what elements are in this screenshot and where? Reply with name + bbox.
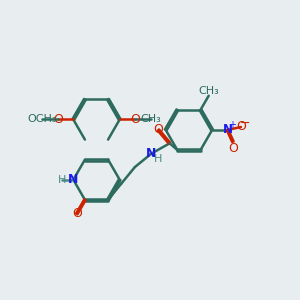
Text: H: H xyxy=(58,175,66,185)
Text: O: O xyxy=(236,121,246,134)
Text: O: O xyxy=(153,124,163,136)
Text: O: O xyxy=(72,208,82,220)
Text: N: N xyxy=(223,124,232,136)
Text: O: O xyxy=(53,113,63,126)
Text: OCH₃: OCH₃ xyxy=(28,115,57,124)
Text: N: N xyxy=(146,147,156,160)
Text: H: H xyxy=(154,154,162,164)
Text: +: + xyxy=(228,121,236,130)
Text: N: N xyxy=(68,173,79,186)
Text: O: O xyxy=(228,142,238,155)
Text: −: − xyxy=(240,117,251,130)
Text: O: O xyxy=(130,113,140,126)
Text: CH₃: CH₃ xyxy=(198,86,219,96)
Text: CH₃: CH₃ xyxy=(140,115,161,124)
